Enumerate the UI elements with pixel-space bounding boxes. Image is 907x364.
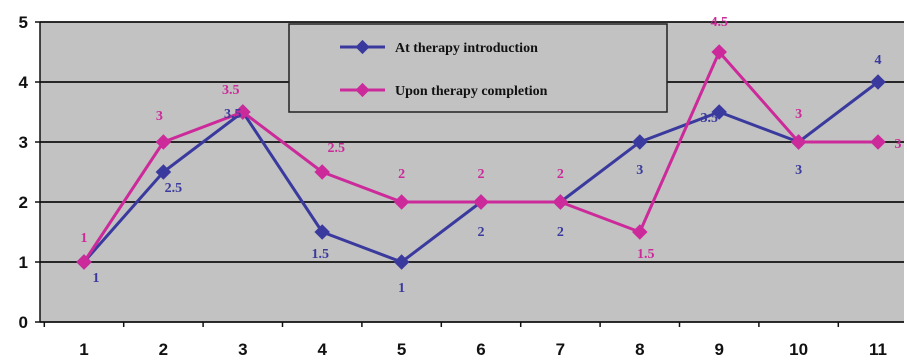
series-1-data-label-6: 2 (478, 225, 485, 240)
series-2-data-label-7: 2 (557, 167, 564, 182)
x-tick-label-9: 9 (714, 340, 723, 359)
legend: At therapy introduction Upon therapy com… (288, 23, 668, 113)
y-axis-ticks: 0 1 2 3 4 5 (19, 13, 40, 332)
series-2-point-10 (790, 134, 807, 150)
legend-marker-series-1 (355, 39, 370, 55)
series-lines (76, 44, 886, 270)
x-tick-label-1: 1 (79, 340, 88, 359)
legend-box (288, 23, 668, 113)
series-1-data-label-1: 1 (93, 271, 100, 286)
series-2-data-label-6: 2 (478, 167, 485, 182)
series-2-data-label-9: 4.5 (710, 15, 728, 30)
series-2-point-11 (870, 134, 886, 150)
y-tick-label-5: 5 (19, 13, 28, 32)
series-1-data-label-2: 2.5 (165, 181, 183, 196)
series-1-data-label-3: 3.5 (224, 107, 242, 122)
legend-label-series-1: At therapy introduction (395, 41, 538, 56)
series-2-data-label-11: 3 (895, 137, 902, 152)
series-1-data-label-5: 1 (398, 281, 405, 296)
series-2-data-label-3: 3.5 (222, 83, 240, 98)
series-2-data-label-5: 2 (398, 167, 405, 182)
x-tick-label-5: 5 (397, 340, 406, 359)
x-tick-label-10: 10 (789, 340, 808, 359)
x-tick-label-3: 3 (238, 340, 247, 359)
y-tick-label-2: 2 (19, 193, 28, 212)
legend-marker-series-2 (355, 82, 370, 98)
series-2-point-5 (393, 194, 410, 210)
x-tick-label-4: 4 (317, 340, 327, 359)
axes (39, 22, 904, 323)
series-2-point-2 (155, 134, 172, 150)
legend-label-series-2: Upon therapy completion (395, 84, 548, 99)
series-2-data-label-10: 3 (795, 107, 802, 122)
series-1-data-label-9: 3.5 (700, 111, 718, 126)
series-1-data-label-4: 1.5 (311, 247, 329, 262)
series-2-data-label-4: 2.5 (327, 141, 345, 156)
series-2-data-label-8: 1.5 (637, 247, 655, 262)
series-1-point-4 (314, 224, 330, 240)
y-tick-label-1: 1 (19, 253, 28, 272)
x-tick-label-8: 8 (635, 340, 644, 359)
series-1-data-label-11: 4 (875, 53, 882, 68)
series-2-data-label-2: 3 (156, 109, 163, 124)
x-tick-label-6: 6 (476, 340, 485, 359)
y-tick-label-0: 0 (19, 313, 28, 332)
series-2-point-7 (552, 194, 569, 210)
series-2-data-label-1: 1 (81, 231, 88, 246)
series-1-point-2 (155, 164, 172, 180)
series-2-point-4 (314, 164, 330, 180)
series-2-point-6 (473, 194, 489, 210)
x-axis-ticks: 1 2 3 4 5 6 7 8 9 10 11 (43, 322, 887, 359)
x-tick-label-2: 2 (159, 340, 168, 359)
series-2-point-3 (235, 104, 251, 120)
series-1-data-label-7: 2 (557, 225, 564, 240)
y-tick-label-3: 3 (19, 133, 28, 152)
series-1-data-label-10: 3 (795, 163, 802, 178)
x-tick-label-7: 7 (556, 340, 565, 359)
y-tick-label-4: 4 (19, 73, 29, 92)
x-tick-label-11: 11 (869, 340, 887, 359)
series-2-point-8 (632, 224, 648, 240)
series-1-data-label-8: 3 (636, 163, 643, 178)
series-1-point-8 (632, 134, 648, 150)
data-labels: 1 2.5 3.5 1.5 1 2 2 3 3.5 3 4 1 3 3.5 2.5 2 2 2 1.5 4.5 3 3 (81, 15, 902, 296)
